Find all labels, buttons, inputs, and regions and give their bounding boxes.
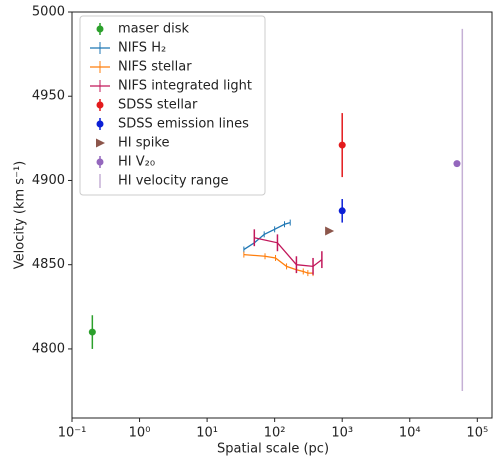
plot-frame [71, 11, 493, 419]
x-tick-label: 10³ [331, 426, 353, 441]
y-tick-label: 4950 [32, 89, 65, 104]
legend-label: HI velocity range [118, 174, 228, 189]
series-line [243, 253, 314, 274]
legend-label: HI V₂₀ [118, 155, 155, 170]
series-line [243, 221, 291, 251]
x-tick-label: 10⁵ [466, 426, 488, 441]
legend-label: SDSS stellar [118, 98, 198, 113]
legend-label: NIFS H₂ [118, 41, 166, 56]
x-tick-label: 10⁰ [129, 426, 151, 441]
legend-label: NIFS integrated light [118, 79, 252, 94]
x-tick-label: 10⁻¹ [58, 426, 87, 441]
marker [325, 226, 335, 236]
legend-marker [96, 138, 105, 148]
legend-label: SDSS emission lines [118, 117, 249, 132]
series-line [254, 237, 323, 268]
marker [338, 141, 346, 149]
x-tick-label: 10⁴ [399, 426, 421, 441]
marker [453, 160, 461, 168]
x-axis-label: Spatial scale (pc) [217, 442, 329, 457]
legend-label: NIFS stellar [118, 60, 192, 75]
marker [338, 207, 346, 215]
y-tick-label: 4800 [32, 341, 65, 356]
legend-marker [96, 101, 104, 109]
y-axis-label: Velocity (km s⁻¹) [13, 161, 28, 269]
x-tick-label: 10² [264, 426, 286, 441]
legend-marker [96, 25, 104, 33]
legend: maser disk NIFS H₂ NIFS stellar NIFS integr… [79, 15, 266, 196]
y-tick-label: 5000 [32, 5, 65, 20]
legend-marker [96, 120, 104, 128]
y-tick-label: 4850 [32, 257, 65, 272]
marker [88, 328, 96, 336]
legend-label: maser disk [118, 22, 190, 37]
legend-box [79, 15, 266, 196]
legend-label: HI spike [118, 136, 169, 151]
y-tick-label: 4900 [32, 173, 65, 188]
legend-marker [96, 158, 104, 166]
x-tick-label: 10¹ [196, 426, 218, 441]
